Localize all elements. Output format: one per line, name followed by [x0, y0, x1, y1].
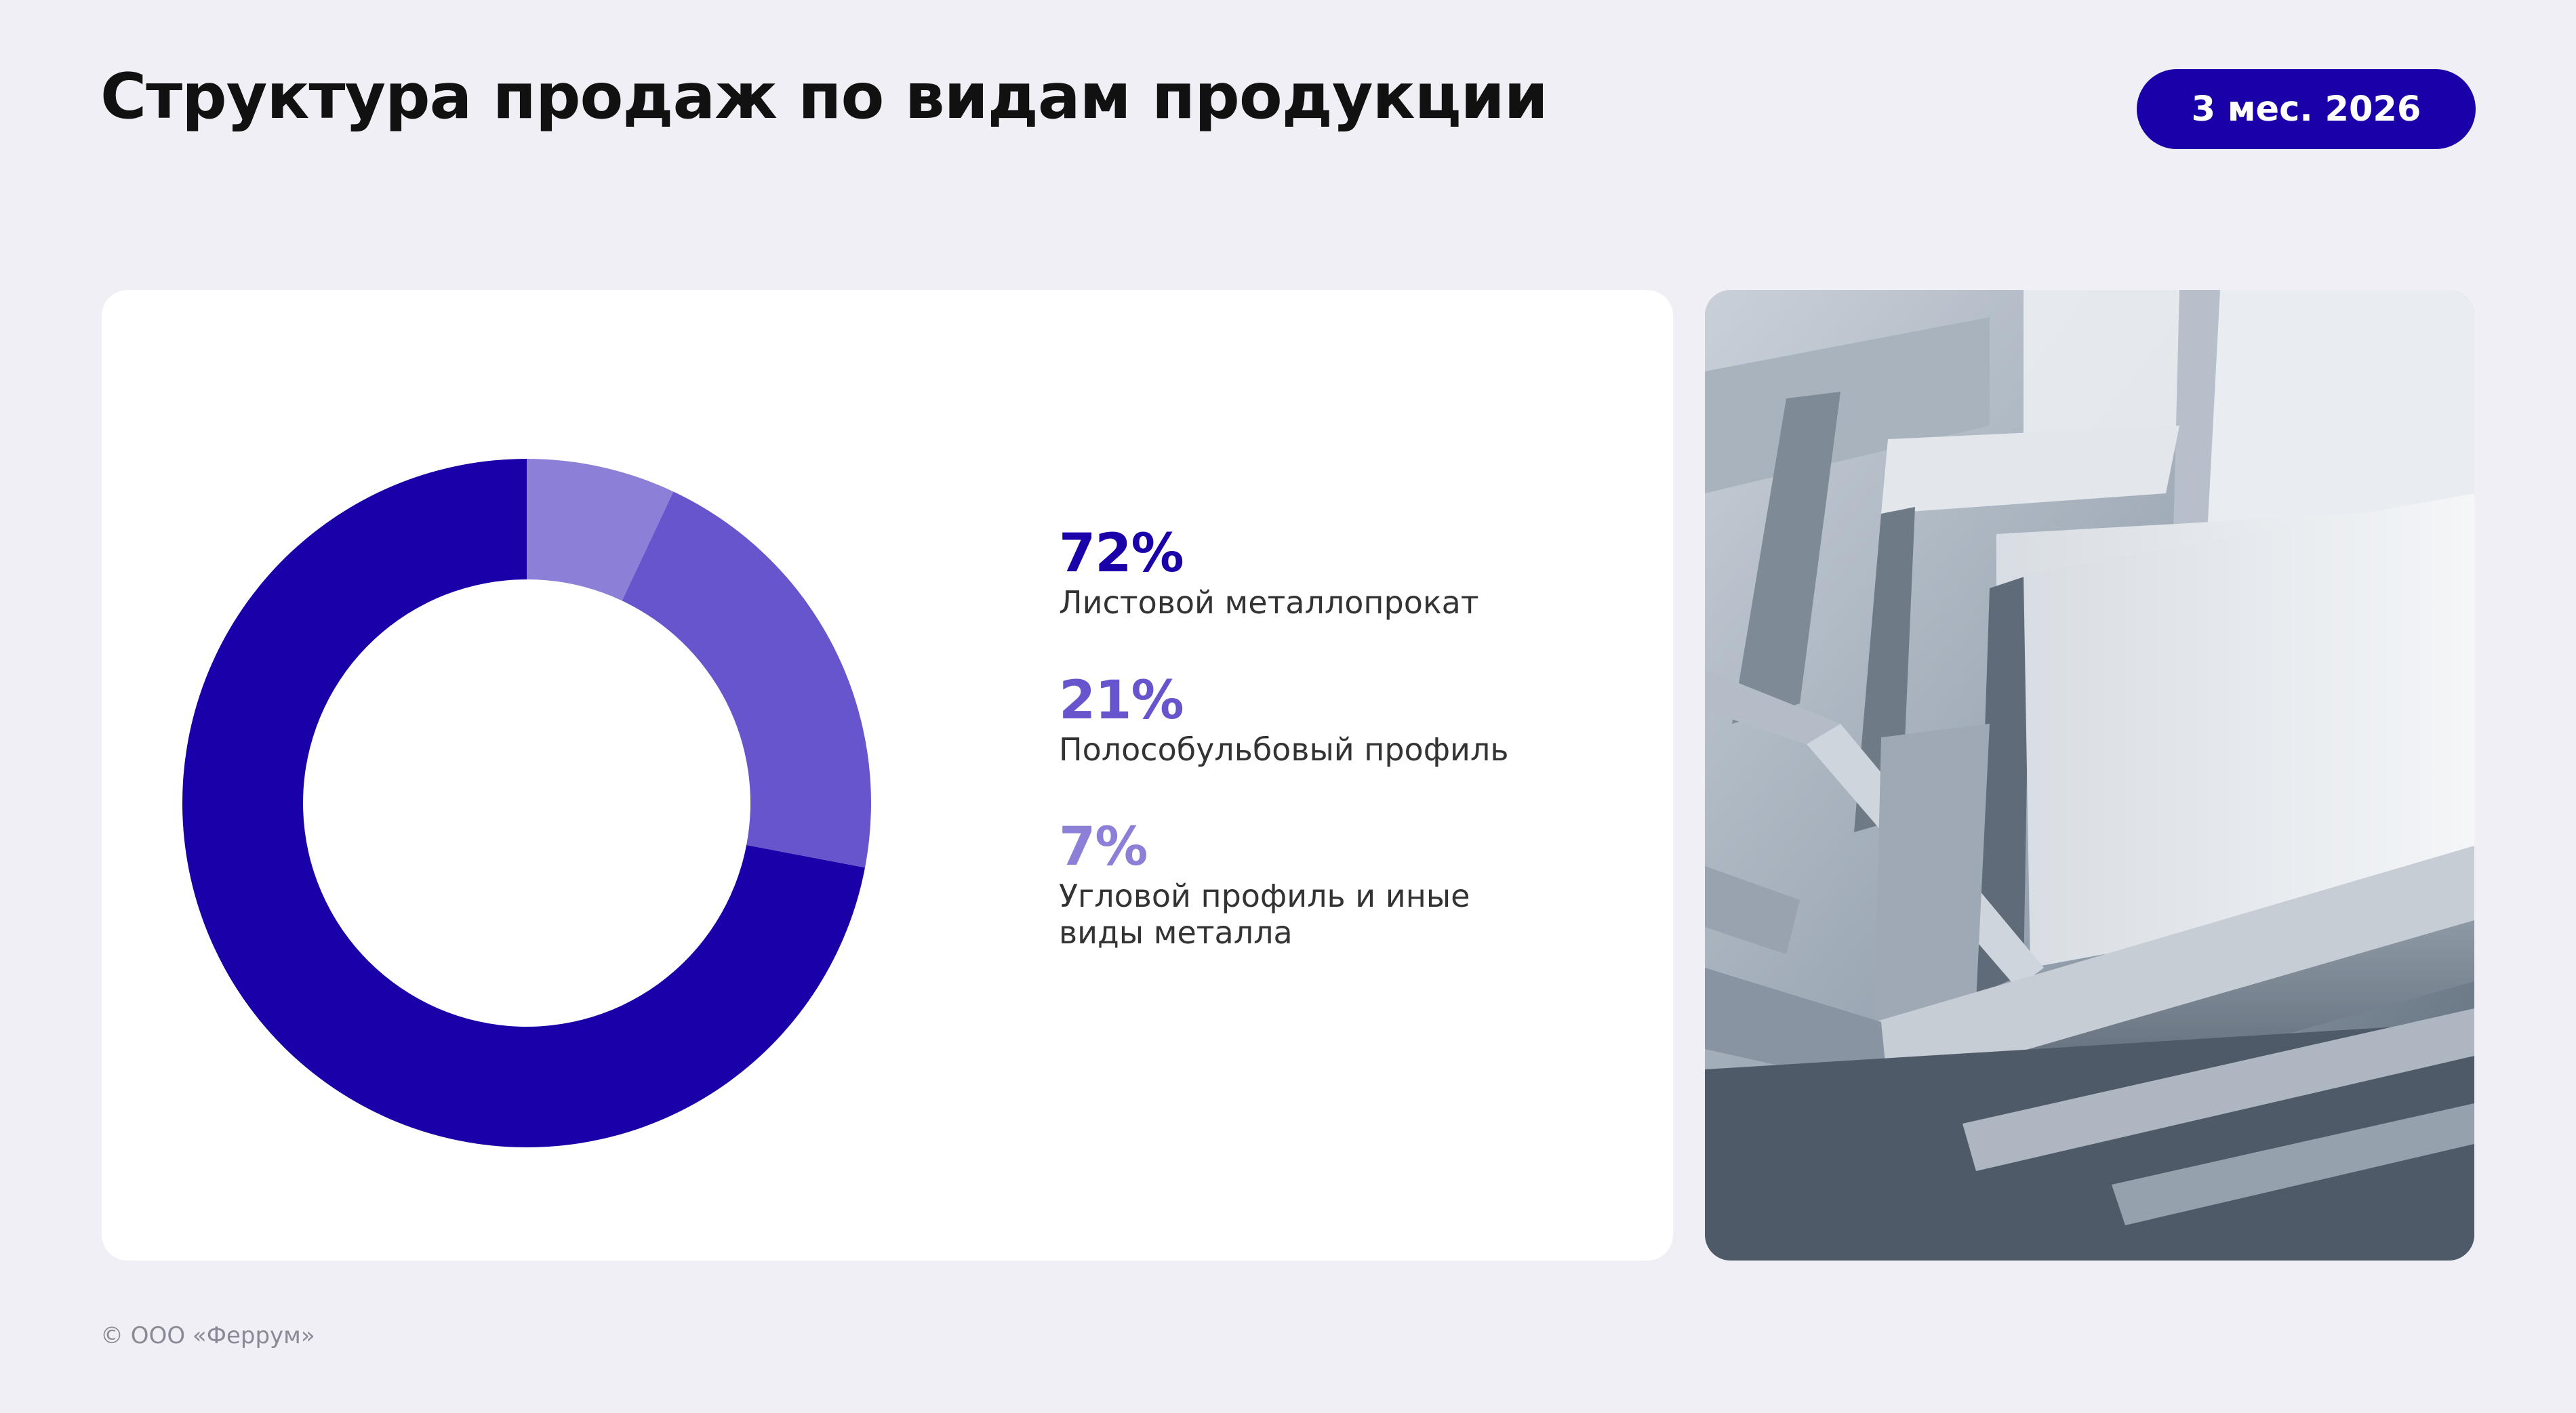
- legend-label: Полособульбовый профиль: [1059, 731, 1509, 768]
- donut-slice-1: [182, 459, 866, 1147]
- donut-chart: [182, 459, 872, 1147]
- copyright-footer: © ООО «Феррум»: [100, 1322, 315, 1349]
- legend-value: 21%: [1059, 670, 1184, 731]
- donut-slice-2: [622, 491, 872, 868]
- steel-profiles-photo: [1705, 290, 2474, 1261]
- legend-item-2: 21% Полособульбовый профиль: [1059, 674, 1508, 768]
- donut-slice-3: [527, 459, 674, 601]
- steel-angles-illustration: [1705, 290, 2474, 1261]
- period-badge: 3 мес. 2026: [2137, 69, 2476, 149]
- legend-item-1: 72% Листовой металлопрокат: [1059, 527, 1479, 621]
- legend-value: 72%: [1059, 523, 1184, 584]
- page-title: Структура продаж по видам продукции: [100, 60, 1548, 133]
- legend-value: 7%: [1059, 817, 1148, 878]
- legend-label: Листовой металлопрокат: [1059, 584, 1479, 621]
- legend-label: Угловой профиль и иные виды металла: [1059, 878, 1470, 951]
- chart-card: 72% Листовой металлопрокат 21% Полособульбо…: [102, 290, 1673, 1261]
- legend-item-3: 7% Угловой профиль и иные виды металла: [1059, 821, 1470, 951]
